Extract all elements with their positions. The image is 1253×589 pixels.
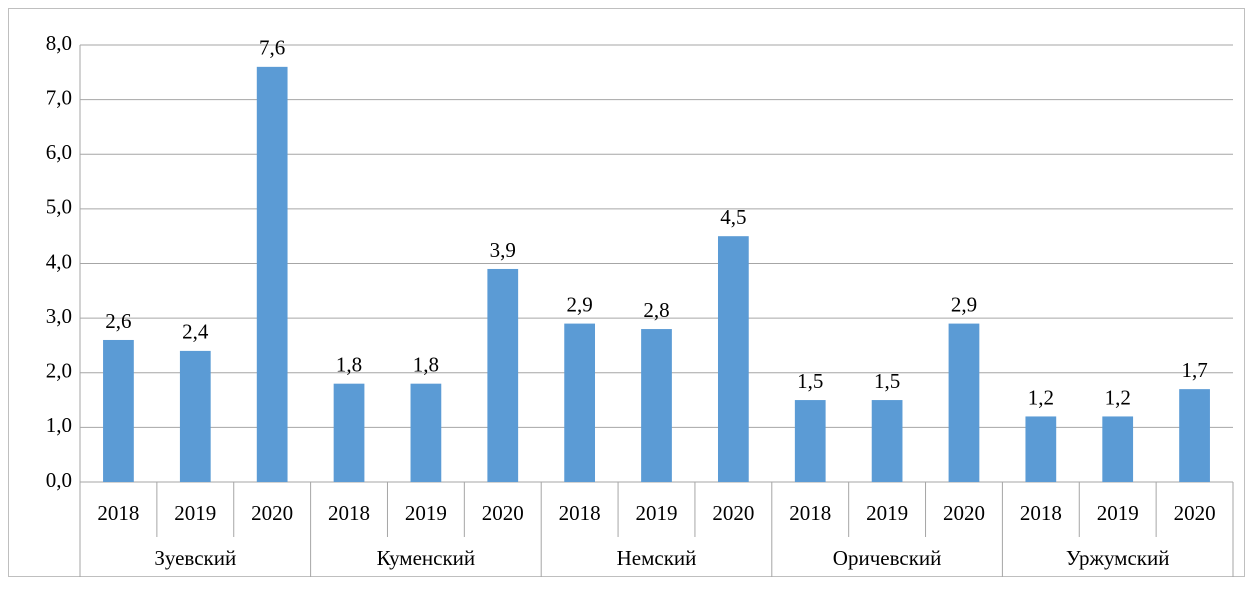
y-tick-label: 8,0 <box>46 31 72 55</box>
group-label: Куменский <box>377 546 476 570</box>
data-label: 2,4 <box>182 320 209 344</box>
data-label: 1,2 <box>1105 385 1131 409</box>
group-label: Немский <box>617 546 697 570</box>
x-tick-label: 2020 <box>943 501 985 525</box>
bar <box>564 323 596 482</box>
data-label: 2,8 <box>643 298 669 322</box>
bar <box>333 383 365 482</box>
y-tick-label: 4,0 <box>46 249 72 273</box>
y-tick-label: 6,0 <box>46 140 72 164</box>
chart-border <box>8 8 1245 577</box>
bar <box>1102 416 1134 482</box>
group-label: Уржумский <box>1066 546 1170 570</box>
bar <box>794 400 826 482</box>
x-tick-label: 2018 <box>328 501 370 525</box>
x-tick-label: 2019 <box>636 501 678 525</box>
x-tick-label: 2018 <box>1020 501 1062 525</box>
bar <box>103 339 134 482</box>
x-tick-label: 2018 <box>97 501 139 525</box>
data-label: 1,5 <box>874 369 900 393</box>
bar <box>1179 389 1210 482</box>
bar <box>641 329 672 482</box>
bar <box>871 400 903 482</box>
y-tick-label: 2,0 <box>46 359 72 383</box>
bar <box>487 268 519 482</box>
x-tick-label: 2018 <box>559 501 601 525</box>
x-tick-label: 2019 <box>1097 501 1139 525</box>
y-tick-label: 3,0 <box>46 304 72 328</box>
group-label: Зуевский <box>154 546 236 570</box>
bar <box>1025 416 1057 482</box>
x-tick-label: 2019 <box>866 501 908 525</box>
x-tick-label: 2019 <box>405 501 447 525</box>
y-tick-label: 1,0 <box>46 413 72 437</box>
data-label: 2,9 <box>567 292 593 316</box>
x-tick-label: 2020 <box>251 501 293 525</box>
x-tick-label: 2020 <box>482 501 524 525</box>
data-label: 1,8 <box>336 352 362 376</box>
data-label: 2,6 <box>105 309 131 333</box>
data-label: 7,6 <box>259 36 285 60</box>
bar <box>256 66 288 482</box>
y-tick-label: 7,0 <box>46 85 72 109</box>
data-label: 4,5 <box>720 205 746 229</box>
data-label: 2,9 <box>951 292 977 316</box>
group-label: Оричевский <box>833 546 942 570</box>
bar <box>410 383 442 482</box>
data-label: 1,5 <box>797 369 823 393</box>
x-tick-label: 2018 <box>789 501 831 525</box>
data-label: 1,8 <box>413 352 439 376</box>
bar <box>717 236 749 482</box>
bar <box>179 350 211 482</box>
x-tick-label: 2019 <box>174 501 216 525</box>
y-tick-label: 0,0 <box>46 468 72 492</box>
x-tick-label: 2020 <box>1174 501 1216 525</box>
data-label: 3,9 <box>490 238 516 262</box>
x-tick-label: 2020 <box>712 501 754 525</box>
data-label: 1,7 <box>1181 358 1207 382</box>
bar <box>948 323 980 482</box>
y-tick-label: 5,0 <box>46 195 72 219</box>
data-label: 1,2 <box>1028 385 1054 409</box>
